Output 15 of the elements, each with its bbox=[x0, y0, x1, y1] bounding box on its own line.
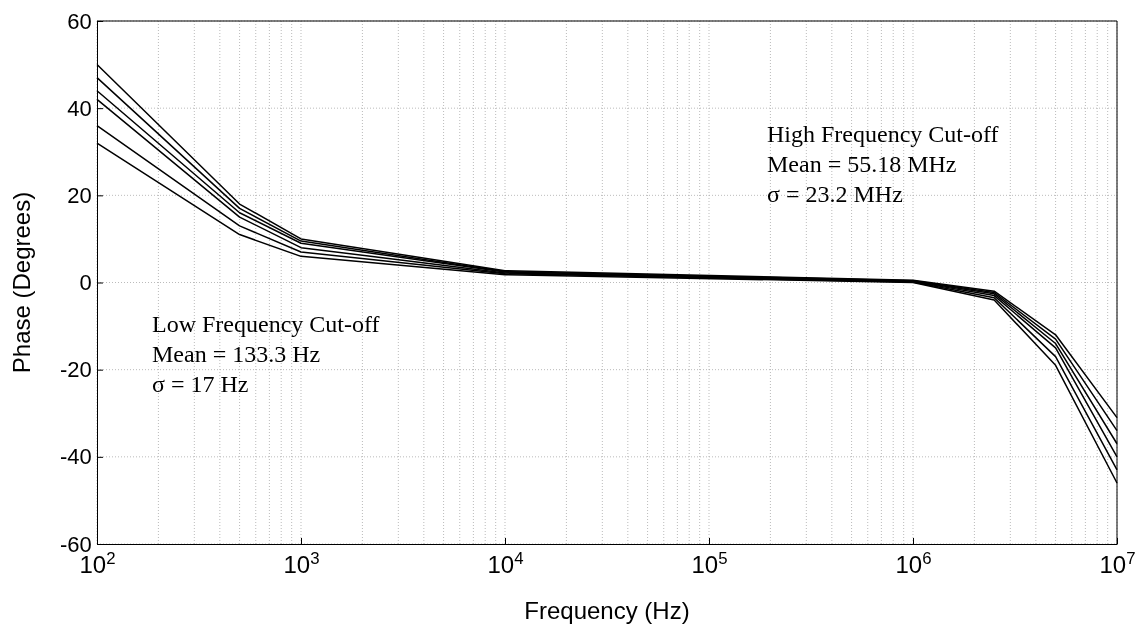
annotation: High Frequency Cut-off Mean = 55.18 MHz σ = 23.2 MHz bbox=[767, 121, 999, 207]
annotation: Low Frequency Cut-off Mean = 133.3 Hz σ = 17 Hz bbox=[152, 311, 380, 397]
y-tick-label: 60 bbox=[67, 8, 92, 34]
y-tick-label: 40 bbox=[67, 95, 92, 121]
x-tick-label: 10$^{3}$ bbox=[283, 548, 320, 579]
y-tick-label: 0 bbox=[79, 270, 92, 296]
y-tick-label: -40 bbox=[60, 444, 92, 470]
x-tick-label: 10$^{4}$ bbox=[487, 548, 524, 579]
y-tick-label: -20 bbox=[60, 357, 92, 383]
x-tick-label: 10$^{5}$ bbox=[691, 548, 728, 579]
y-tick-label: 20 bbox=[67, 182, 92, 208]
x-axis-title: Frequency (Hz) bbox=[524, 597, 690, 624]
x-tick-label: 10$^{7}$ bbox=[1099, 548, 1136, 579]
x-tick-label: 10$^{6}$ bbox=[895, 548, 932, 579]
y-axis-title: Phase (Degrees) bbox=[8, 191, 35, 374]
